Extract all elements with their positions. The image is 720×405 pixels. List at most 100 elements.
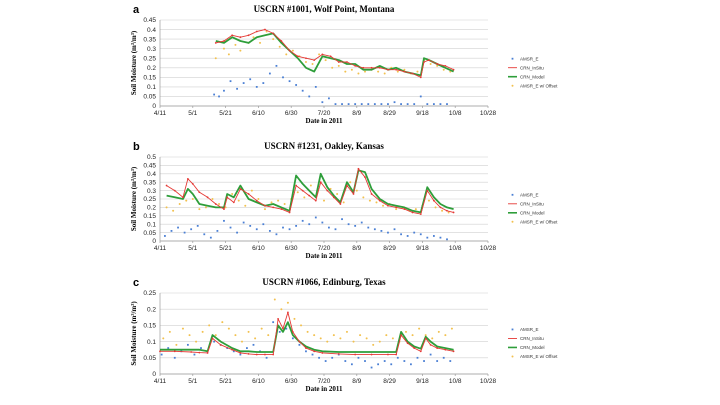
data-point	[308, 194, 311, 197]
y-tick-label: 0.3	[147, 188, 156, 195]
data-point	[400, 233, 402, 236]
y-tick-label: 0.05	[143, 94, 156, 101]
data-point	[429, 353, 432, 356]
data-point	[305, 347, 307, 349]
data-point	[305, 350, 307, 353]
data-point	[272, 38, 275, 41]
data-point	[413, 347, 416, 349]
x-tick-label: 8/9	[352, 378, 361, 385]
data-point	[259, 41, 262, 44]
data-point	[403, 360, 406, 362]
legend-label: AMSR_E	[520, 56, 539, 61]
chart-panel-a: a USCRN #1001, Wolf Point, Montana 0 0.05 0.…	[130, 4, 558, 125]
data-point	[223, 219, 225, 222]
data-point	[439, 206, 442, 209]
data-point	[393, 101, 396, 104]
data-point	[357, 356, 360, 359]
data-point	[183, 231, 186, 234]
data-point	[449, 360, 452, 362]
x-tick-label: 6/10	[252, 110, 265, 117]
series-line	[215, 32, 454, 77]
data-point	[396, 356, 399, 359]
data-point	[175, 343, 178, 346]
data-point	[446, 238, 448, 241]
data-point	[191, 198, 194, 200]
y-tick-label: 0.2	[147, 205, 156, 212]
series-amsr-e	[160, 321, 452, 369]
data-point	[370, 353, 373, 356]
data-point	[334, 228, 337, 231]
legend-label: CRN_InSitu	[520, 336, 544, 341]
data-point	[214, 334, 217, 337]
data-point	[324, 360, 327, 362]
y-tick-label: 0	[152, 103, 156, 110]
data-point	[272, 321, 275, 324]
data-point	[432, 103, 435, 105]
data-point	[282, 327, 284, 330]
data-point	[364, 70, 366, 73]
data-point	[288, 49, 291, 52]
data-point	[208, 324, 211, 327]
data-point	[223, 208, 225, 210]
data-point	[295, 84, 298, 86]
series-crn-insitu	[159, 311, 455, 356]
data-point	[400, 334, 402, 337]
data-point	[280, 308, 283, 311]
x-tick-label: 6/10	[252, 378, 265, 385]
data-point	[423, 360, 425, 362]
data-point	[226, 196, 229, 199]
data-point	[260, 327, 263, 330]
data-point	[257, 198, 260, 200]
data-point	[252, 343, 255, 346]
data-point	[328, 97, 330, 100]
data-point	[249, 224, 252, 227]
data-point	[209, 236, 212, 239]
data-point	[411, 72, 414, 75]
y-tick-label: 0.25	[143, 290, 156, 297]
data-point	[206, 352, 209, 354]
data-point	[364, 360, 366, 362]
data-point	[418, 327, 421, 330]
data-point	[439, 236, 442, 239]
data-point	[198, 208, 201, 211]
data-point	[311, 353, 314, 356]
data-point	[305, 57, 307, 60]
data-point	[387, 204, 389, 207]
data-point	[227, 53, 230, 56]
data-point	[296, 55, 299, 58]
x-axis-label: Date in 2011	[306, 385, 343, 393]
data-point	[306, 330, 309, 333]
legend: AMSR_E CRN_InSitu CRN_Model AMSR_E w/ Offse…	[508, 56, 558, 88]
x-tick-label: 8/9	[352, 110, 361, 117]
x-tick-label: 6/30	[285, 245, 298, 252]
data-point	[262, 82, 265, 84]
data-point	[426, 189, 429, 192]
series-crn-insitu	[165, 167, 455, 216]
x-tick-label: 6/30	[285, 110, 298, 117]
data-point	[185, 199, 188, 202]
data-point	[331, 356, 334, 359]
data-point	[370, 366, 373, 369]
data-point	[318, 356, 320, 359]
data-point	[342, 201, 345, 204]
data-point	[218, 95, 220, 98]
data-point	[354, 224, 357, 227]
data-point	[200, 347, 202, 349]
data-point	[263, 208, 266, 211]
data-point	[341, 103, 343, 105]
panel-letter: a	[133, 4, 140, 16]
y-tick-label: 0	[152, 371, 156, 378]
y-tick-label: 0.35	[143, 179, 156, 186]
data-point	[309, 184, 312, 187]
data-point	[387, 231, 389, 234]
x-tick-label: 7/20	[318, 378, 331, 385]
y-tick-label: 0.2	[147, 306, 156, 313]
data-point	[411, 211, 414, 214]
data-point	[198, 191, 201, 194]
data-point	[247, 193, 250, 195]
data-point	[352, 340, 355, 343]
data-point	[352, 193, 355, 195]
data-point	[344, 70, 347, 73]
data-point	[264, 204, 266, 207]
